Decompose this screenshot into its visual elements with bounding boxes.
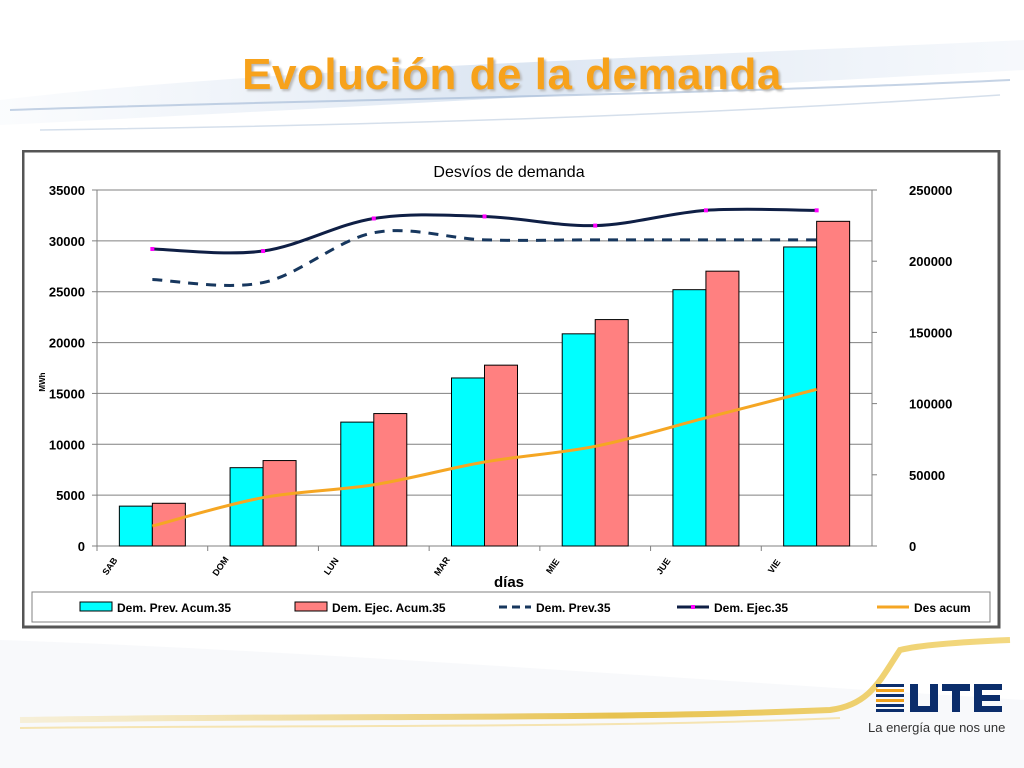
bar-dem-ejec-acum <box>484 364 518 547</box>
right-tick-label: 250000 <box>909 183 952 198</box>
brand-tagline: La energía que nos une <box>868 720 1006 735</box>
ejec-marker <box>593 223 598 228</box>
legend-label: Dem. Ejec.35 <box>714 601 788 615</box>
bar-dem-ejec-acum <box>705 270 740 547</box>
bar-dem-prev-acum <box>229 467 264 547</box>
left-axis-ticks: 0 5000 10000 15000 20000 25000 30000 35000 <box>49 183 97 554</box>
ejec-marker <box>482 214 487 219</box>
chart: Desvíos de demanda 0 5000 10000 15000 20000 2… <box>22 150 1001 629</box>
legend-label: Dem. Ejec. Acum.35 <box>332 601 446 615</box>
legend-item: Dem. Ejec. Acum.35 <box>294 601 446 615</box>
legend-marker <box>691 605 695 609</box>
legend-item: Dem. Prev.35 <box>499 601 611 615</box>
x-axis-label: días <box>494 574 524 591</box>
bar-dem-ejec-acum <box>594 319 629 547</box>
left-tick-label: 5000 <box>56 488 85 503</box>
left-tick-label: 35000 <box>49 183 85 198</box>
right-tick-label: 50000 <box>909 468 945 483</box>
legend-label: Dem. Prev.35 <box>536 601 611 615</box>
ute-logo-mark <box>876 684 1002 712</box>
line-series <box>150 207 819 528</box>
legend: Dem. Prev. Acum.35 Dem. Ejec. Acum.35 Dem.… <box>31 591 991 623</box>
slide-title: Evolución de la demanda <box>242 50 782 99</box>
bar-dem-prev-acum <box>340 421 375 547</box>
legend-item: Des acum <box>877 601 971 615</box>
legend-label: Des acum <box>914 601 971 615</box>
line-dem-prev <box>152 229 817 287</box>
ejec-marker <box>814 208 819 213</box>
legend-item: Dem. Ejec.35 <box>677 601 788 615</box>
ejec-marker <box>150 246 155 251</box>
ejec-marker <box>371 216 376 221</box>
left-tick-label: 10000 <box>49 437 85 452</box>
legend-swatch <box>294 601 328 612</box>
legend-item: Dem. Prev. Acum.35 <box>79 601 231 615</box>
legend-label: Dem. Prev. Acum.35 <box>117 601 231 615</box>
legend-swatch <box>79 601 113 612</box>
right-tick-label: 200000 <box>909 254 952 269</box>
left-tick-label: 20000 <box>49 336 85 351</box>
left-tick-label: 25000 <box>49 285 85 300</box>
bar-dem-prev-acum <box>118 505 153 547</box>
bar-dem-ejec-acum <box>816 220 851 547</box>
right-tick-label: 0 <box>909 539 916 554</box>
y-axis-label: MWh <box>38 372 47 391</box>
left-tick-label: 0 <box>78 539 85 554</box>
right-tick-label: 150000 <box>909 325 952 340</box>
chart-container: Desvíos de demanda 0 5000 10000 15000 20000 2… <box>22 150 1002 630</box>
bar-dem-ejec-acum <box>262 460 297 547</box>
ejec-marker <box>261 249 266 254</box>
ejec-marker <box>703 208 708 213</box>
bar-dem-prev-acum <box>561 333 596 547</box>
left-tick-label: 30000 <box>49 234 85 249</box>
right-axis-ticks: 0 50000 100000 150000 200000 250000 <box>872 183 952 554</box>
chart-title: Desvíos de demanda <box>433 164 584 181</box>
ute-logo <box>876 684 1002 712</box>
bar-series <box>118 220 851 547</box>
line-des-acum <box>151 387 818 528</box>
legend-box <box>31 591 991 623</box>
right-tick-label: 100000 <box>909 397 952 412</box>
left-tick-label: 15000 <box>49 386 85 401</box>
